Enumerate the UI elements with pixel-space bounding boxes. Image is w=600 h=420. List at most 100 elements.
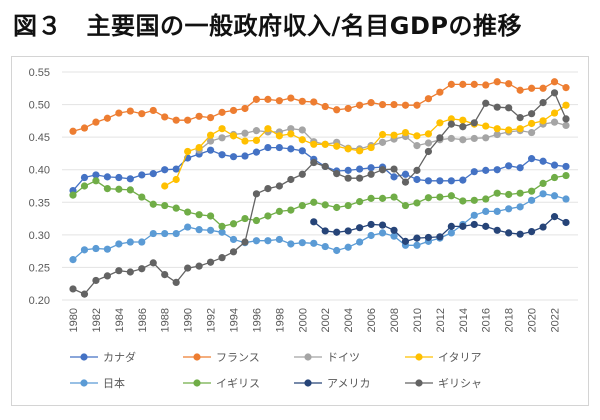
data-point bbox=[550, 192, 559, 200]
data-point bbox=[516, 114, 524, 122]
data-point bbox=[413, 234, 421, 242]
data-point bbox=[149, 229, 157, 238]
data-point bbox=[138, 110, 146, 118]
data-point bbox=[218, 254, 226, 262]
data-point bbox=[264, 237, 272, 245]
data-point bbox=[172, 175, 180, 184]
data-point bbox=[287, 175, 295, 184]
data-point bbox=[470, 119, 478, 127]
data-point bbox=[424, 139, 433, 147]
data-point bbox=[470, 134, 478, 143]
data-point bbox=[493, 226, 501, 234]
data-point bbox=[344, 104, 352, 113]
data-point bbox=[459, 176, 467, 184]
data-point bbox=[562, 84, 570, 92]
data-point bbox=[493, 103, 501, 111]
data-point bbox=[344, 166, 352, 174]
data-point bbox=[528, 128, 536, 137]
legend-marker bbox=[193, 353, 201, 361]
data-point bbox=[356, 224, 364, 232]
data-point bbox=[493, 78, 501, 86]
data-point bbox=[138, 265, 146, 273]
data-point bbox=[138, 193, 146, 201]
series-lines bbox=[69, 78, 570, 298]
series-1 bbox=[69, 78, 570, 135]
data-point bbox=[310, 198, 318, 206]
y-tick-label: 0.20 bbox=[29, 295, 50, 307]
data-point bbox=[184, 147, 192, 156]
data-point bbox=[241, 214, 249, 223]
data-point bbox=[390, 232, 398, 240]
data-point bbox=[356, 147, 364, 155]
x-tick-label: 1986 bbox=[137, 308, 149, 332]
data-point bbox=[562, 162, 570, 171]
data-point bbox=[413, 142, 421, 150]
data-point bbox=[390, 193, 398, 201]
data-point bbox=[436, 88, 444, 96]
data-point bbox=[367, 99, 375, 107]
data-point bbox=[356, 165, 364, 173]
data-point bbox=[172, 229, 180, 238]
data-point bbox=[229, 248, 238, 256]
legend-marker bbox=[415, 379, 423, 387]
data-point bbox=[516, 125, 524, 133]
data-point bbox=[413, 241, 421, 249]
data-point bbox=[103, 272, 111, 280]
data-point bbox=[206, 226, 215, 234]
data-point bbox=[115, 267, 123, 275]
data-point bbox=[367, 220, 375, 229]
data-point bbox=[516, 203, 524, 211]
data-point bbox=[206, 114, 215, 122]
data-point bbox=[378, 229, 387, 237]
data-point bbox=[172, 165, 180, 173]
data-point bbox=[356, 101, 364, 109]
data-point bbox=[482, 99, 490, 107]
series-line bbox=[72, 91, 567, 295]
data-point bbox=[149, 259, 157, 267]
data-point bbox=[401, 178, 410, 186]
data-point bbox=[264, 95, 272, 103]
x-tick-label: 2000 bbox=[297, 308, 309, 332]
data-point bbox=[470, 168, 478, 176]
data-point bbox=[505, 205, 513, 213]
data-point bbox=[298, 136, 306, 144]
legend-marker bbox=[304, 353, 312, 361]
x-tick-label: 1984 bbox=[114, 308, 126, 332]
data-point bbox=[482, 195, 490, 203]
x-tick-label: 2002 bbox=[320, 308, 332, 332]
data-point bbox=[241, 152, 249, 160]
data-point bbox=[378, 138, 387, 146]
data-point bbox=[378, 130, 387, 139]
data-point bbox=[447, 120, 455, 128]
data-point bbox=[206, 258, 215, 266]
y-tick-label: 0.50 bbox=[29, 100, 50, 112]
data-point bbox=[172, 278, 180, 287]
data-point bbox=[275, 143, 283, 152]
data-point bbox=[528, 187, 536, 195]
data-point bbox=[424, 233, 433, 242]
x-tick-label: 2004 bbox=[343, 308, 355, 332]
data-point bbox=[252, 95, 261, 103]
data-point bbox=[493, 130, 501, 139]
data-point bbox=[161, 201, 169, 210]
data-point bbox=[390, 131, 398, 139]
data-point bbox=[367, 164, 375, 172]
data-point bbox=[298, 239, 306, 247]
legend-label: 日本 bbox=[103, 376, 125, 390]
data-point bbox=[505, 80, 513, 88]
data-point bbox=[539, 190, 547, 198]
data-point bbox=[390, 100, 398, 109]
data-point bbox=[126, 186, 134, 194]
data-point bbox=[550, 109, 559, 117]
data-point bbox=[528, 155, 536, 163]
data-point bbox=[378, 100, 387, 109]
data-point bbox=[424, 147, 433, 156]
data-point bbox=[298, 126, 306, 134]
data-point bbox=[287, 206, 295, 214]
data-point bbox=[401, 170, 410, 178]
data-point bbox=[310, 239, 318, 247]
x-tick-label: 1996 bbox=[251, 308, 263, 332]
data-point bbox=[528, 228, 536, 236]
data-point bbox=[528, 84, 536, 92]
